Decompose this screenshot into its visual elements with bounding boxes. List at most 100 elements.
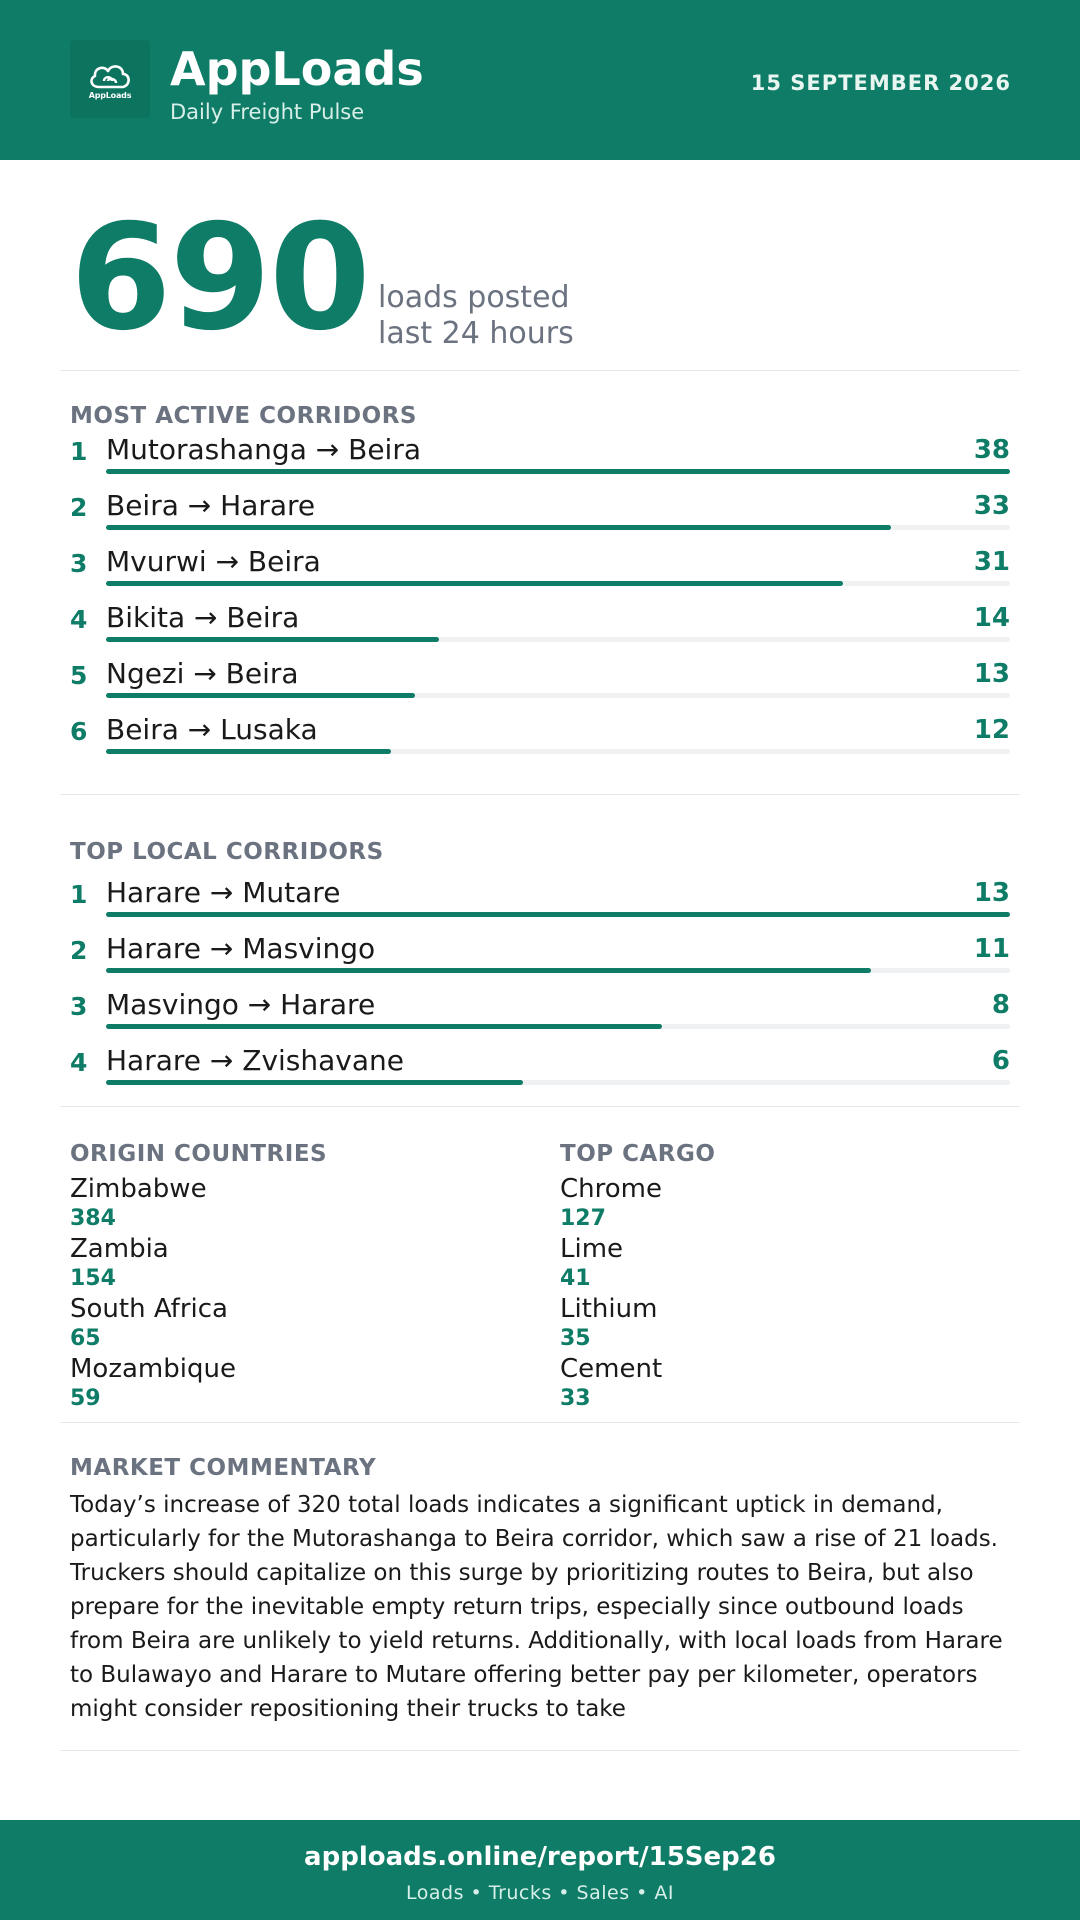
most-active-title: MOST ACTIVE CORRIDORS bbox=[70, 403, 417, 429]
loads-posted-label-line2: last 24 hours bbox=[378, 316, 574, 351]
cloud-icon bbox=[90, 64, 130, 88]
cargo-name: Chrome bbox=[560, 1174, 662, 1204]
corridor-bar-track bbox=[106, 968, 1010, 973]
divider bbox=[60, 1106, 1020, 1107]
commentary-text: Today’s increase of 320 total loads indi… bbox=[70, 1492, 1003, 1722]
loads-posted-label-line1: loads posted bbox=[378, 280, 570, 315]
corridor-bar-fill bbox=[106, 693, 416, 698]
corridor-bar-fill bbox=[106, 968, 871, 973]
corridor-route: Mvurwi → Beira bbox=[106, 545, 321, 578]
corridor-row[interactable]: 5 Ngezi → Beira 13 bbox=[70, 657, 1010, 713]
cargo-name: Lime bbox=[560, 1234, 624, 1264]
corridor-row[interactable]: 2 Harare → Masvingo 11 bbox=[70, 932, 1010, 988]
cargo-name: Cement bbox=[560, 1354, 663, 1384]
divider bbox=[60, 1750, 1020, 1751]
country-name: Mozambique bbox=[70, 1354, 236, 1384]
origin-countries-title: ORIGIN COUNTRIES bbox=[70, 1141, 328, 1167]
origin-countries-list: Zimbabwe 384 Zambia 154 South Africa 65 … bbox=[70, 1173, 510, 1413]
corridor-row[interactable]: 2 Beira → Harare 33 bbox=[70, 489, 1010, 545]
corridor-bar-fill bbox=[106, 1024, 663, 1029]
cargo-value: 127 bbox=[560, 1206, 606, 1231]
logo-wordmark: AppLoads bbox=[88, 90, 132, 100]
corridor-rank: 2 bbox=[70, 936, 88, 965]
list-item: South Africa 65 bbox=[70, 1293, 510, 1353]
report-link[interactable]: apploads.online/report/15Sep26 bbox=[304, 1842, 776, 1872]
corridor-bar-track bbox=[106, 469, 1010, 474]
corridor-rank: 4 bbox=[70, 1048, 88, 1077]
corridor-count: 11 bbox=[973, 934, 1010, 964]
corridor-route: Ngezi → Beira bbox=[106, 657, 299, 690]
country-value: 59 bbox=[70, 1386, 101, 1411]
country-value: 384 bbox=[70, 1206, 116, 1231]
corridor-count: 31 bbox=[973, 547, 1010, 577]
loads-posted-label: loads posted last 24 hours bbox=[378, 280, 574, 352]
country-value: 154 bbox=[70, 1266, 116, 1291]
corridor-bar-track bbox=[106, 525, 1010, 530]
corridor-rank: 6 bbox=[70, 717, 88, 746]
corridor-bar-track bbox=[106, 637, 1010, 642]
corridor-count: 6 bbox=[991, 1046, 1010, 1076]
country-name: Zambia bbox=[70, 1234, 169, 1264]
corridor-route: Beira → Lusaka bbox=[106, 713, 318, 746]
divider bbox=[60, 794, 1020, 795]
brand-tagline: Daily Freight Pulse bbox=[170, 100, 365, 124]
cargo-value: 33 bbox=[560, 1386, 591, 1411]
corridor-route: Bikita → Beira bbox=[106, 601, 300, 634]
brand-logo[interactable]: AppLoads bbox=[70, 40, 150, 118]
corridor-bar-fill bbox=[106, 749, 392, 754]
cargo-value: 41 bbox=[560, 1266, 591, 1291]
corridor-row[interactable]: 3 Masvingo → Harare 8 bbox=[70, 988, 1010, 1044]
corridor-count: 14 bbox=[973, 603, 1010, 633]
loads-posted-count: 690 bbox=[70, 193, 371, 363]
top-cargo-title: TOP CARGO bbox=[560, 1141, 716, 1167]
corridor-route: Harare → Zvishavane bbox=[106, 1044, 404, 1077]
corridor-route: Mutorashanga → Beira bbox=[106, 433, 421, 466]
footer: apploads.online/report/15Sep26 Loads • T… bbox=[0, 1820, 1080, 1920]
list-item: Zambia 154 bbox=[70, 1233, 510, 1293]
country-name: South Africa bbox=[70, 1294, 228, 1324]
top-local-title: TOP LOCAL CORRIDORS bbox=[70, 839, 384, 865]
brand-name: AppLoads bbox=[170, 42, 424, 96]
corridor-row[interactable]: 3 Mvurwi → Beira 31 bbox=[70, 545, 1010, 601]
corridor-count: 33 bbox=[973, 491, 1010, 521]
corridor-count: 38 bbox=[973, 435, 1010, 465]
divider bbox=[60, 370, 1020, 371]
corridor-count: 13 bbox=[973, 878, 1010, 908]
corridor-row[interactable]: 6 Beira → Lusaka 12 bbox=[70, 713, 1010, 769]
corridor-bar-fill bbox=[106, 912, 1010, 917]
corridor-rank: 1 bbox=[70, 437, 88, 466]
corridor-bar-track bbox=[106, 693, 1010, 698]
header: AppLoads AppLoads Daily Freight Pulse 15… bbox=[0, 0, 1080, 160]
corridor-bar-fill bbox=[106, 469, 1010, 474]
divider bbox=[60, 1422, 1020, 1423]
report-date: 15 SEPTEMBER 2026 bbox=[750, 71, 1011, 95]
corridor-bar-track bbox=[106, 1024, 1010, 1029]
corridor-count: 13 bbox=[973, 659, 1010, 689]
corridor-rank: 4 bbox=[70, 605, 88, 634]
corridor-bar-track bbox=[106, 749, 1010, 754]
list-item: Lithium 35 bbox=[560, 1293, 1000, 1353]
list-item: Chrome 127 bbox=[560, 1173, 1000, 1233]
corridor-route: Masvingo → Harare bbox=[106, 988, 376, 1021]
list-item: Mozambique 59 bbox=[70, 1353, 510, 1413]
corridor-row[interactable]: 4 Harare → Zvishavane 6 bbox=[70, 1044, 1010, 1100]
corridor-bar-track bbox=[106, 581, 1010, 586]
corridor-row[interactable]: 1 Mutorashanga → Beira 38 bbox=[70, 433, 1010, 489]
corridor-bar-fill bbox=[106, 1080, 524, 1085]
corridor-bar-track bbox=[106, 912, 1010, 917]
corridor-rank: 3 bbox=[70, 992, 88, 1021]
corridor-row[interactable]: 1 Harare → Mutare 13 bbox=[70, 876, 1010, 932]
top-cargo-list: Chrome 127 Lime 41 Lithium 35 Cement 33 bbox=[560, 1173, 1000, 1413]
cargo-value: 35 bbox=[560, 1326, 591, 1351]
corridor-bar-fill bbox=[106, 637, 440, 642]
corridor-rank: 2 bbox=[70, 493, 88, 522]
cargo-name: Lithium bbox=[560, 1294, 658, 1324]
corridor-route: Beira → Harare bbox=[106, 489, 316, 522]
country-value: 65 bbox=[70, 1326, 101, 1351]
corridor-route: Harare → Masvingo bbox=[106, 932, 376, 965]
list-item: Cement 33 bbox=[560, 1353, 1000, 1413]
country-name: Zimbabwe bbox=[70, 1174, 207, 1204]
footer-tagline: Loads • Trucks • Sales • AI bbox=[405, 1882, 675, 1904]
corridor-rank: 5 bbox=[70, 661, 88, 690]
corridor-row[interactable]: 4 Bikita → Beira 14 bbox=[70, 601, 1010, 657]
